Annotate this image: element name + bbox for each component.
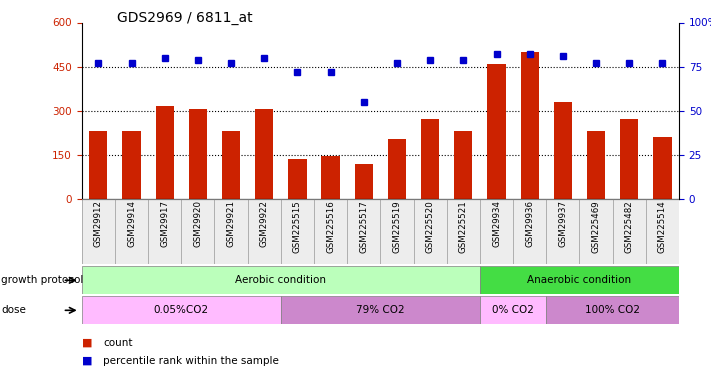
Bar	[613, 199, 646, 264]
Text: 79% CO2: 79% CO2	[356, 305, 405, 315]
Text: GSM225520: GSM225520	[426, 200, 434, 253]
Text: 0% CO2: 0% CO2	[492, 305, 534, 315]
Bar	[281, 296, 480, 324]
Text: GSM225516: GSM225516	[326, 200, 335, 253]
Bar	[148, 199, 181, 264]
Bar	[546, 296, 679, 324]
Bar	[355, 164, 373, 199]
Bar	[480, 296, 546, 324]
Bar	[115, 199, 148, 264]
Bar	[82, 296, 281, 324]
Text: GDS2969 / 6811_at: GDS2969 / 6811_at	[117, 11, 253, 25]
Bar	[646, 199, 679, 264]
Text: growth protocol: growth protocol	[1, 275, 84, 285]
Bar	[554, 102, 572, 199]
Text: GSM29914: GSM29914	[127, 200, 136, 247]
Text: GSM225519: GSM225519	[392, 200, 402, 253]
Bar	[222, 131, 240, 199]
Bar	[215, 199, 247, 264]
Bar	[653, 137, 672, 199]
Bar	[388, 138, 406, 199]
Text: GSM225521: GSM225521	[459, 200, 468, 253]
Text: ■: ■	[82, 356, 92, 366]
Bar	[520, 52, 539, 199]
Bar	[421, 119, 439, 199]
Text: GSM225514: GSM225514	[658, 200, 667, 253]
Text: GSM29921: GSM29921	[227, 200, 235, 247]
Text: GSM29917: GSM29917	[160, 200, 169, 247]
Bar	[546, 199, 579, 264]
Text: GSM225517: GSM225517	[359, 200, 368, 253]
Text: percentile rank within the sample: percentile rank within the sample	[103, 356, 279, 366]
Text: GSM29922: GSM29922	[260, 200, 269, 247]
Text: GSM29936: GSM29936	[525, 200, 534, 247]
Text: GSM225469: GSM225469	[592, 200, 601, 253]
Bar	[347, 199, 380, 264]
Text: GSM29920: GSM29920	[193, 200, 203, 247]
Bar	[587, 131, 605, 199]
Bar	[82, 266, 480, 294]
Bar	[513, 199, 546, 264]
Bar	[122, 131, 141, 199]
Bar	[156, 106, 174, 199]
Bar	[82, 199, 115, 264]
Bar	[314, 199, 347, 264]
Bar	[579, 199, 613, 264]
Text: GSM29912: GSM29912	[94, 200, 103, 247]
Text: 100% CO2: 100% CO2	[585, 305, 640, 315]
Bar	[321, 156, 340, 199]
Text: dose: dose	[1, 305, 26, 315]
Bar	[380, 199, 414, 264]
Bar	[247, 199, 281, 264]
Text: GSM225515: GSM225515	[293, 200, 302, 253]
Bar	[90, 131, 107, 199]
Bar	[620, 119, 638, 199]
Bar	[447, 199, 480, 264]
Text: Aerobic condition: Aerobic condition	[235, 275, 326, 285]
Bar	[289, 159, 306, 199]
Text: 0.05%CO2: 0.05%CO2	[154, 305, 209, 315]
Bar	[454, 131, 473, 199]
Bar	[414, 199, 447, 264]
Text: GSM225482: GSM225482	[625, 200, 634, 253]
Bar	[488, 64, 506, 199]
Bar	[281, 199, 314, 264]
Text: GSM29934: GSM29934	[492, 200, 501, 247]
Text: count: count	[103, 338, 132, 348]
Text: GSM29937: GSM29937	[558, 200, 567, 247]
Bar	[480, 199, 513, 264]
Bar	[189, 109, 207, 199]
Bar	[181, 199, 215, 264]
Bar	[480, 266, 679, 294]
Text: ■: ■	[82, 338, 92, 348]
Text: Anaerobic condition: Anaerobic condition	[528, 275, 631, 285]
Bar	[255, 109, 273, 199]
